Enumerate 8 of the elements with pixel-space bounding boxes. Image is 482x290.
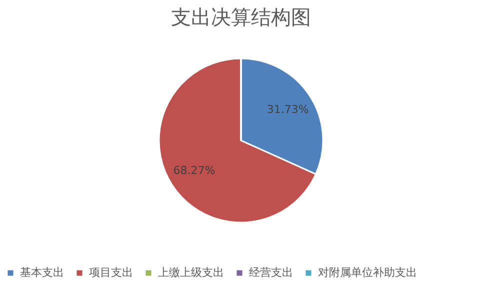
data-label: 31.73% [266,103,309,116]
legend-label: 项目支出 [89,266,133,279]
data-label: 68.27% [173,164,216,177]
legend-label: 对附属单位补助支出 [318,266,417,279]
chart-title: 支出决算结构图 [171,5,311,29]
legend-label: 经营支出 [249,266,293,279]
legend-label: 基本支出 [20,266,64,279]
legend-label: 上缴上级支出 [158,266,224,279]
